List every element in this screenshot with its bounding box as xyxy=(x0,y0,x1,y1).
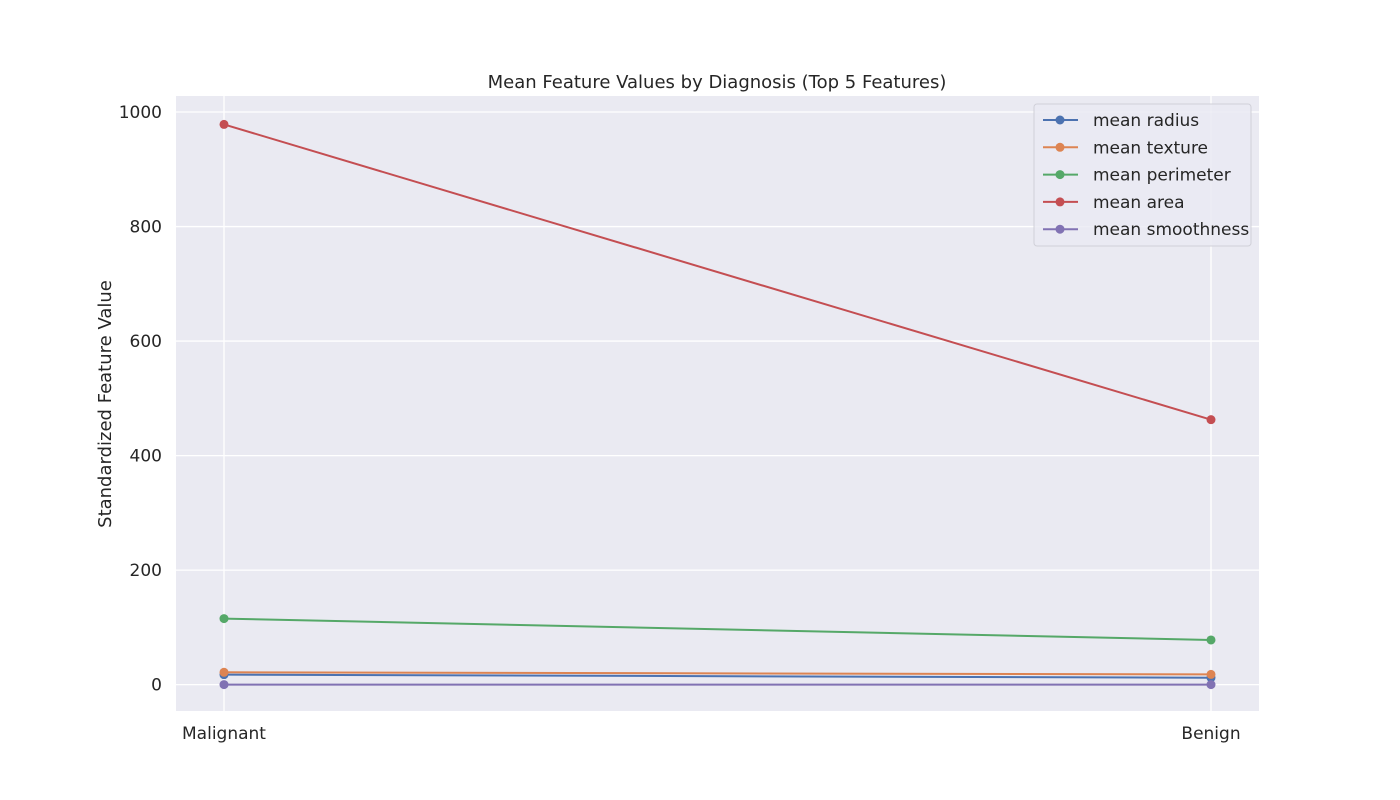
data-point xyxy=(1206,669,1216,679)
y-tick-label: 600 xyxy=(130,332,162,352)
legend-item: mean radius xyxy=(1043,111,1199,131)
y-tick-label: 0 xyxy=(151,676,162,696)
legend-marker xyxy=(1055,224,1065,234)
legend-label: mean smoothness xyxy=(1093,220,1249,240)
legend-label: mean texture xyxy=(1093,138,1208,158)
legend-item: mean area xyxy=(1043,193,1185,213)
legend-item: mean smoothness xyxy=(1043,220,1249,240)
legend-item: mean perimeter xyxy=(1043,166,1231,186)
chart-title: Mean Feature Values by Diagnosis (Top 5 … xyxy=(488,72,947,93)
legend-label: mean area xyxy=(1093,193,1185,213)
legend-marker xyxy=(1055,170,1065,180)
legend-marker xyxy=(1055,115,1065,125)
y-tick-label: 1000 xyxy=(119,103,162,123)
legend-box xyxy=(1033,103,1252,247)
series-mean-area xyxy=(219,119,1216,425)
legend-item: mean texture xyxy=(1043,138,1208,158)
data-point xyxy=(219,667,229,677)
series-mean-texture xyxy=(219,667,1216,679)
data-point xyxy=(1206,415,1216,425)
legend-marker xyxy=(1055,142,1065,152)
y-tick-label: 200 xyxy=(130,561,162,581)
legend-marker xyxy=(1055,197,1065,207)
tick-labels: 0 200 400 600 800 1000 Malignant Benign xyxy=(119,103,1241,744)
legend-label: mean radius xyxy=(1093,111,1199,131)
y-axis-label: Standardized Feature Value xyxy=(95,280,116,528)
series-line xyxy=(223,671,1212,676)
x-tick-label: Benign xyxy=(1181,724,1240,744)
series-line xyxy=(223,123,1212,421)
series-mean-smoothness xyxy=(219,680,1216,690)
y-tick-label: 800 xyxy=(130,218,162,238)
data-point xyxy=(219,680,229,690)
data-point xyxy=(1206,635,1216,645)
legend-label: mean perimeter xyxy=(1093,166,1231,186)
data-point xyxy=(219,119,229,129)
x-tick-label: Malignant xyxy=(182,724,266,744)
series-mean-perimeter xyxy=(219,614,1216,645)
legend: mean radius mean texture mean perimeter mea… xyxy=(1033,103,1252,247)
data-point xyxy=(219,614,229,624)
data-point xyxy=(1206,680,1216,690)
series-line xyxy=(223,617,1212,641)
series-layer xyxy=(219,119,1216,690)
y-tick-label: 400 xyxy=(130,447,162,467)
series-line xyxy=(223,673,1212,679)
